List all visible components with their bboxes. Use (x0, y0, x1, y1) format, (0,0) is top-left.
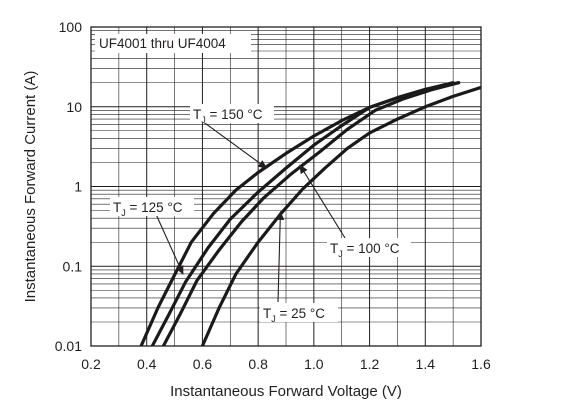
grid (90, 27, 482, 347)
x-tick-label: 0.8 (248, 356, 268, 372)
annotation-label-background (327, 238, 411, 257)
titles: UF4001 thru UF4004 Instantaneous Forward… (22, 34, 402, 400)
y-tick-label: 100 (59, 19, 83, 35)
x-tick-label: 1.2 (360, 356, 380, 372)
annotation-label: TJ = 125 °C (113, 200, 183, 218)
annotations: TJ = 150 °C TJ = 125 °C TJ = 100 °C TJ = 25… (110, 104, 411, 324)
annotation-label-background (190, 104, 274, 123)
x-tick-label: 1.6 (471, 356, 491, 372)
series-line-25c (200, 85, 481, 346)
annotation-arrow (154, 211, 184, 275)
y-tick-label: 0.01 (55, 338, 82, 354)
y-axis-title: Instantaneous Forward Current (A) (22, 71, 39, 303)
series-line-125c (150, 81, 455, 346)
annotation-arrow (197, 117, 268, 169)
x-tick-label: 0.6 (193, 356, 213, 372)
chart-title-background (95, 34, 251, 53)
x-tick-label: 1.4 (416, 356, 436, 372)
plot-border (90, 26, 482, 347)
tick-labels: 0.2 0.4 0.6 0.8 1.0 1.2 1.4 1.6 0.01 0.1 1 10 100 (55, 19, 491, 372)
annotation-label: TJ = 100 °C (330, 241, 400, 259)
annotation-label-background (110, 197, 194, 216)
annotation-arrow (299, 164, 346, 239)
y-tick-label: 1 (74, 179, 82, 195)
annotation-label-background (260, 303, 338, 322)
annotation-label: TJ = 25 °C (263, 306, 325, 324)
series-line-100c (161, 81, 461, 346)
chart-title: UF4001 thru UF4004 (99, 36, 226, 51)
x-axis-title: Instantaneous Forward Voltage (V) (170, 383, 402, 400)
annotation-label: TJ = 150 °C (193, 107, 263, 125)
x-tick-label: 0.4 (137, 356, 157, 372)
x-tick-label: 0.2 (81, 356, 101, 372)
plot-frame (90, 26, 482, 347)
x-tick-label: 1.0 (304, 356, 324, 372)
y-tick-label: 10 (66, 99, 82, 115)
y-tick-label: 0.1 (63, 258, 83, 274)
annotation-arrow (276, 210, 285, 303)
